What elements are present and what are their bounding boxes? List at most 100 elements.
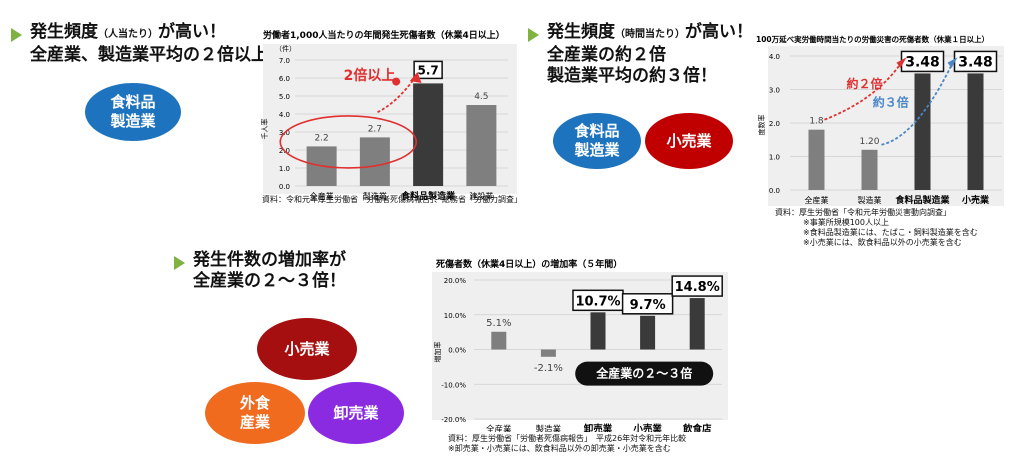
- chart-title: 死傷者数（休業4日以上）の増加率（５年間）: [435, 258, 622, 270]
- data-label: 9.7%: [630, 298, 666, 313]
- annotation-text: 約２倍: [846, 76, 882, 91]
- badge-pill: [575, 361, 714, 386]
- x-tick-label: 全産業: [310, 191, 334, 201]
- bar: [590, 312, 606, 350]
- annotation-dot: [392, 77, 401, 86]
- headline-small: （時間当たり）: [615, 29, 685, 40]
- x-tick-label: 全産業: [486, 424, 512, 432]
- oval-retail: 小売業: [257, 318, 357, 380]
- y-tick-label: 6.0: [279, 75, 290, 83]
- oval-wholesale: 卸売業: [308, 382, 404, 444]
- unit-label: （件）: [275, 44, 296, 53]
- y-axis-label: 千人率: [260, 119, 269, 140]
- data-label: 10.7%: [575, 294, 620, 309]
- data-label: 5.1%: [486, 318, 511, 329]
- y-tick-label: 0.0: [279, 183, 290, 191]
- bar: [689, 298, 705, 350]
- data-label: 1.20: [859, 137, 879, 147]
- bullet-triangle-icon: [11, 28, 22, 42]
- arrow-line: [377, 77, 416, 114]
- value-label-box: [413, 60, 443, 80]
- bar: [861, 149, 878, 190]
- x-tick-label: 食料品製造業: [400, 190, 456, 202]
- y-tick-label: 5.0: [279, 93, 290, 101]
- arrow-head: [409, 72, 422, 83]
- data-label: 2.2: [314, 133, 328, 143]
- x-tick-label: 飲食店: [682, 423, 712, 432]
- x-tick-label: 小売業: [632, 423, 662, 432]
- chart2-source: 資料：厚生労働省「令和元年労働災害動向調査」 ※事業所規模100人以上 ※食料品製造…: [775, 208, 978, 248]
- y-axis-label: 度数率: [757, 115, 766, 136]
- chart2: 100万延べ実労働時間当たりの労働災害の死傷者数（休業１日以上） 度数率 0.0 1.…: [756, 34, 1002, 206]
- arrow-line: [881, 60, 955, 146]
- chart3-source: 資料：厚生労働省「労働者死傷病報告」 平成26年対令和元年比較 ※卸売業・小売業に…: [448, 434, 686, 454]
- y-tick-label: 0.0: [769, 187, 780, 195]
- chart2-panel: [768, 46, 1004, 206]
- highlight-circle: [279, 115, 418, 169]
- y-tick-label: 2.0: [769, 120, 780, 128]
- arrow-line: [824, 60, 904, 121]
- headline-line2: 全産業の２～３倍！: [193, 271, 346, 291]
- oval-restaurant-industry: 外食 産業: [205, 382, 305, 444]
- headline-main: 発生頻度: [30, 22, 98, 42]
- y-tick-label: 1.0: [769, 154, 780, 162]
- bar: [413, 83, 444, 186]
- source-line: ※食料品製造業には、たばこ・飼料製造業を含む: [803, 228, 978, 237]
- y-tick-label: 0.0%: [448, 347, 466, 355]
- x-tick-label: 建設業: [469, 191, 493, 201]
- y-axis-label: 増加率: [433, 342, 442, 363]
- chart1: 労働者1,000人当たりの年間発生死傷者数（休業4日以上） （件） 千人率 0.0 1.…: [260, 29, 508, 202]
- data-label: 4.5: [474, 92, 488, 102]
- bar: [640, 315, 656, 350]
- bar: [967, 73, 984, 190]
- y-tick-label: 20.0%: [444, 277, 467, 285]
- y-tick-label: 1.0: [279, 165, 290, 173]
- y-tick-label: 10.0%: [444, 312, 467, 320]
- value-label-box: [621, 293, 674, 315]
- data-label: 3.48: [905, 54, 940, 70]
- x-tick-label: 全産業: [805, 195, 829, 205]
- headline-tail: が高い！: [158, 22, 226, 42]
- bullet-triangle-icon: [528, 28, 539, 42]
- x-tick-label: 小売業: [961, 194, 990, 206]
- oval-food-manufacturing: 食料品 製造業: [85, 83, 181, 141]
- chart-title: 労働者1,000人当たりの年間発生死傷者数（休業4日以上）: [263, 29, 505, 41]
- bullet-triangle-icon: [174, 256, 185, 270]
- data-label: 2.7: [368, 124, 382, 134]
- data-label: 1.8: [809, 117, 824, 127]
- annotation-text: 約３倍: [873, 94, 909, 109]
- headline-tail: が高い！: [685, 22, 753, 42]
- bar: [359, 137, 390, 186]
- y-tick-label: -20.0%: [441, 416, 466, 424]
- chart-title: 100万延べ実労働時間当たりの労働災害の死傷者数（休業１日以上）: [756, 34, 989, 44]
- headline-line3: 製造業平均の約３倍！: [547, 66, 717, 86]
- section2-headline: 発生頻度（時間当たり）が高い！ 全産業の約２倍 製造業平均の約３倍！: [547, 22, 753, 87]
- bar: [914, 73, 931, 190]
- arrow-head: [896, 57, 907, 69]
- data-label: -2.1%: [534, 363, 563, 374]
- annotation-text: 2倍以上: [344, 67, 396, 84]
- value-label-box: [671, 275, 723, 297]
- bar: [808, 129, 825, 190]
- chart3: 死傷者数（休業4日以上）の増加率（５年間） 増加率 -20.0% -10.0% 0.0%…: [433, 258, 723, 432]
- headline-line2: 全産業の約２倍: [547, 45, 666, 65]
- arrow-head: [947, 57, 958, 69]
- x-tick-label: 製造業: [536, 424, 562, 432]
- x-tick-label: 製造業: [363, 191, 387, 201]
- headline-main: 発生頻度: [547, 22, 615, 42]
- bar: [491, 331, 507, 350]
- oval-retail: 小売業: [645, 113, 733, 169]
- data-label: 3.48: [958, 54, 993, 70]
- headline-line1: 発生件数の増加率が: [193, 250, 346, 270]
- headline-small: （人当たり）: [98, 29, 158, 40]
- data-label: 5.7: [417, 63, 438, 77]
- section1-headline: 発生頻度（人当たり）が高い！ 全産業、製造業平均の２倍以上: [30, 22, 268, 66]
- bar: [540, 349, 556, 357]
- source-line: ※小売業には、飲食料品以外の小売業を含む: [803, 238, 962, 247]
- source-line: ※事業所規模100人以上: [803, 218, 889, 227]
- chart1-source: 資料：令和元年厚生労働省「労働者死傷病報告」、総務省「労働力調査」: [262, 195, 522, 204]
- source-line: 資料：厚生労働省「労働者死傷病報告」 平成26年対令和元年比較: [448, 434, 687, 443]
- badge-text: 全産業の２～３倍: [595, 366, 692, 381]
- bar: [466, 105, 497, 186]
- data-label: 14.8%: [675, 280, 720, 295]
